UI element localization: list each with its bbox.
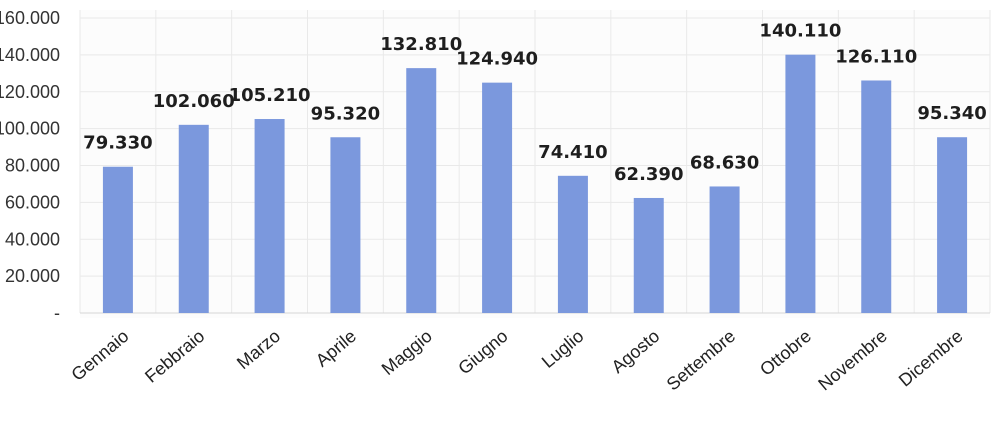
x-tick-label: Novembre — [814, 326, 890, 395]
y-tick-label: 140.000 — [0, 45, 60, 65]
gridlines — [79, 10, 991, 313]
data-label: 132.810 — [380, 34, 462, 55]
data-label: 105.210 — [229, 85, 311, 106]
x-tick-label: Ottobre — [756, 326, 815, 380]
bar — [102, 166, 133, 313]
x-axis-categories: Gennaio Febbraio Marzo Aprile Maggio Giugno Lu… — [67, 326, 966, 395]
data-label: 95.320 — [311, 103, 380, 124]
x-tick-label: Gennaio — [67, 326, 132, 385]
data-label: 95.340 — [917, 103, 986, 124]
bar — [709, 186, 740, 313]
y-tick-label: 20.000 — [5, 266, 60, 286]
bar — [330, 137, 361, 313]
bar — [178, 124, 209, 313]
y-axis-ticks: - 20.000 40.000 60.000 80.000 100.000 120.000 1… — [0, 8, 60, 323]
x-tick-label: Aprile — [312, 326, 360, 371]
bar — [861, 80, 892, 314]
data-label: 140.110 — [759, 21, 841, 42]
bar — [406, 68, 437, 313]
bar — [482, 82, 513, 313]
bar — [254, 119, 285, 313]
data-label: 126.110 — [835, 46, 917, 67]
x-tick-label: Settembre — [663, 326, 739, 395]
x-tick-label: Febbraio — [141, 326, 208, 387]
bar — [557, 175, 588, 313]
bar — [785, 54, 816, 314]
data-label: 68.630 — [690, 152, 759, 173]
x-tick-label: Dicembre — [895, 326, 967, 391]
y-tick-label: 60.000 — [5, 192, 60, 212]
y-tick-label: 80.000 — [5, 156, 60, 176]
x-tick-label: Giugno — [454, 326, 511, 379]
x-tick-label: Luglio — [538, 326, 588, 372]
y-tick-label: 160.000 — [0, 8, 60, 28]
x-tick-label: Agosto — [608, 326, 664, 377]
y-tick-label: 40.000 — [5, 229, 60, 249]
data-label: 74.410 — [538, 142, 607, 163]
y-tick-label: 120.000 — [0, 82, 60, 102]
data-label: 62.390 — [614, 164, 683, 185]
y-tick-label: 100.000 — [0, 119, 60, 139]
data-label: 102.060 — [153, 91, 235, 112]
bars — [102, 54, 968, 314]
y-tick-label: - — [54, 303, 60, 323]
x-tick-label: Maggio — [378, 326, 436, 379]
data-label: 124.940 — [456, 49, 538, 70]
data-label: 79.330 — [83, 133, 152, 154]
x-tick-label: Marzo — [233, 326, 284, 373]
bar — [633, 197, 664, 313]
bar — [937, 137, 968, 313]
